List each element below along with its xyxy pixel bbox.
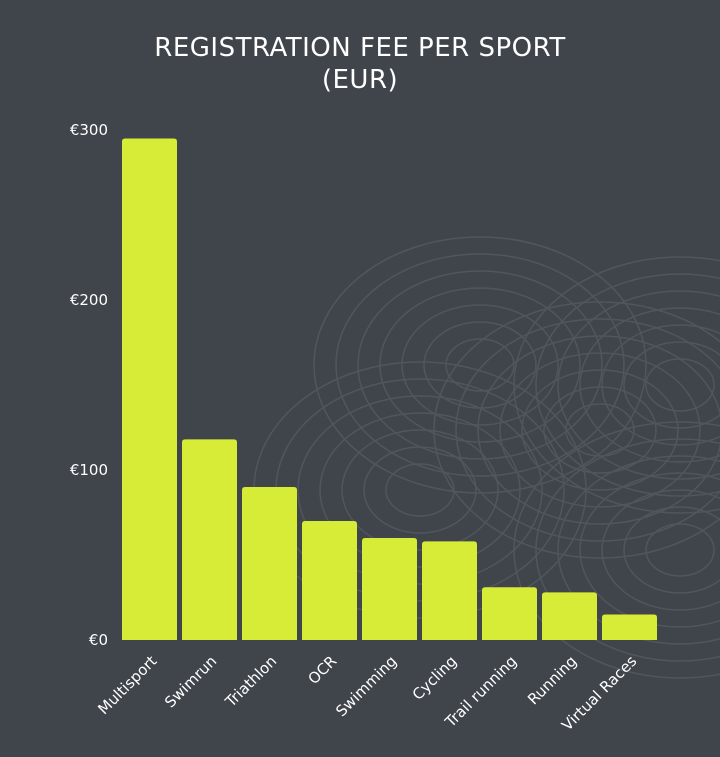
x-tick-label: Cycling	[409, 652, 461, 704]
chart-title-line1: REGISTRATION FEE PER SPORT	[154, 33, 566, 63]
contour-line	[363, 446, 477, 534]
contour-line	[601, 489, 720, 611]
contour-line	[297, 395, 543, 585]
bar-multisport	[122, 138, 177, 640]
bar-running	[542, 592, 597, 640]
contour-line	[379, 287, 581, 443]
contour-line	[535, 273, 720, 497]
contour-line	[543, 386, 657, 474]
bars	[122, 138, 657, 640]
contour-line	[455, 318, 720, 542]
x-tick-label: Swimrun	[161, 652, 220, 711]
contour-line	[341, 429, 499, 551]
bar-swimrun	[182, 439, 237, 640]
bar-trail-running	[482, 587, 537, 640]
contour-line	[579, 307, 720, 463]
contour-line	[445, 338, 515, 392]
contour-line	[623, 341, 720, 429]
contour-line	[565, 403, 635, 457]
contour-line	[623, 506, 720, 594]
contour-line	[477, 335, 720, 525]
contour-line	[499, 352, 701, 508]
topographic-background	[253, 236, 720, 679]
bar-virtual-races	[602, 614, 657, 640]
bar-swimming	[362, 538, 417, 640]
contour-line	[423, 321, 537, 409]
x-tick-label: Running	[524, 652, 580, 708]
contour-line	[557, 455, 720, 645]
contour-line	[335, 253, 625, 477]
contour-line	[579, 472, 720, 628]
chart-title: REGISTRATION FEE PER SPORT (EUR)	[0, 32, 720, 96]
contour-line	[433, 301, 720, 559]
contour-line	[535, 438, 720, 662]
contour-line	[601, 324, 720, 446]
y-tick-label: €200	[70, 291, 108, 309]
contour-line	[521, 369, 679, 491]
bar-ocr	[302, 521, 357, 640]
x-tick-label: Swimming	[332, 652, 400, 720]
contour-line	[313, 236, 647, 494]
chart-title-line2: (EUR)	[321, 65, 399, 95]
y-tick-label: €300	[70, 121, 108, 139]
contour-line	[357, 270, 603, 460]
bar-cycling	[422, 541, 477, 640]
bar-triathlon	[242, 487, 297, 640]
x-tick-label: OCR	[304, 652, 340, 688]
contour-line	[557, 290, 720, 480]
contour-line	[645, 523, 715, 577]
y-axis: €0 €100 €200 €300	[70, 121, 108, 649]
x-tick-label: Multisport	[94, 652, 160, 718]
y-tick-label: €0	[89, 631, 108, 649]
contour-line	[401, 304, 559, 426]
x-tick-label: Triathlon	[221, 652, 280, 711]
contour-line	[513, 421, 720, 679]
y-tick-label: €100	[70, 461, 108, 479]
